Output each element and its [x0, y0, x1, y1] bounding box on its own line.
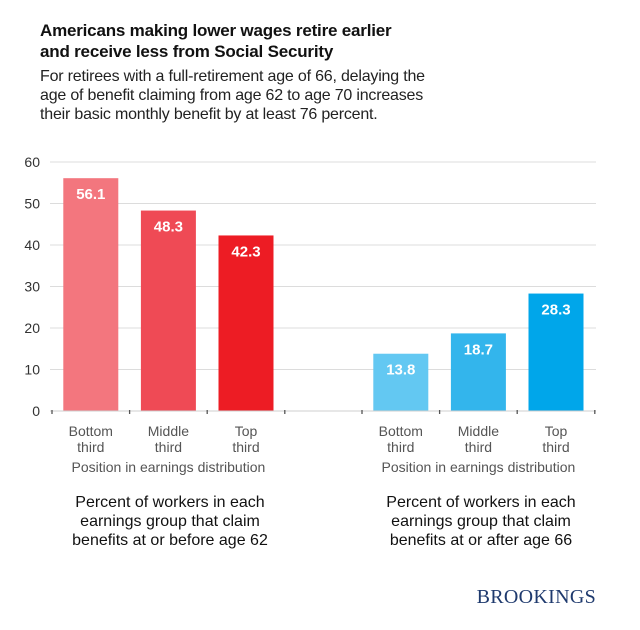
- bar-value-label: 56.1: [76, 186, 105, 203]
- caption-right-line-1: Percent of workers in each: [386, 494, 576, 511]
- chart-title: Americans making lower wages retire earl…: [40, 20, 600, 62]
- caption-right: Percent of workers in each earnings grou…: [361, 493, 601, 550]
- bar: [373, 353, 429, 411]
- bar: [528, 293, 584, 411]
- y-tick-label: 30: [24, 279, 40, 295]
- y-tick-label: 0: [32, 403, 40, 419]
- x-category-label: Top: [545, 423, 568, 439]
- caption-left-line-3: benefits at or before age 62: [72, 532, 268, 549]
- y-tick-label: 60: [24, 154, 40, 170]
- subtitle-line-3: their basic monthly benefit by at least …: [40, 106, 378, 123]
- subtitle-line-1: For retirees with a full-retirement age …: [40, 68, 425, 85]
- title-line-1: Americans making lower wages retire earl…: [40, 21, 392, 40]
- subtitle-line-2: age of benefit claiming from age 62 to a…: [40, 87, 424, 104]
- bar: [140, 210, 196, 411]
- bar-value-label: 48.3: [154, 219, 183, 236]
- chart-subtitle: For retirees with a full-retirement age …: [40, 67, 600, 124]
- x-category-label: third: [232, 439, 259, 455]
- x-category-label: third: [387, 439, 414, 455]
- x-axis: [50, 410, 596, 414]
- x-category-label: third: [77, 439, 104, 455]
- x-category-label: Bottom: [379, 423, 423, 439]
- gridlines: [50, 161, 596, 370]
- bar-value-label: 28.3: [541, 302, 570, 319]
- bar: [218, 235, 274, 411]
- x-category-label: third: [465, 439, 492, 455]
- x-category-label: Middle: [458, 423, 499, 439]
- y-tick-label: 10: [24, 362, 40, 378]
- bars: 56.1 48.3 42.3 13.8 18.7 28.3: [63, 178, 584, 411]
- caption-right-line-2: earnings group that claim: [391, 513, 571, 530]
- bar: [63, 178, 119, 411]
- x-axis-title: Position in earnings distribution: [72, 459, 266, 475]
- y-tick-label: 40: [24, 237, 40, 253]
- x-category-label: third: [155, 439, 182, 455]
- caption-right-line-3: benefits at or after age 66: [389, 532, 573, 549]
- caption-left-line-2: earnings group that claim: [80, 513, 260, 530]
- x-axis-title: Position in earnings distribution: [382, 459, 576, 475]
- bar-value-label: 42.3: [231, 243, 260, 260]
- brookings-logo: BROOKINGS: [476, 586, 596, 608]
- caption-left-line-1: Percent of workers in each: [75, 494, 265, 511]
- bar-value-label: 18.7: [464, 341, 493, 358]
- bar-value-label: 13.8: [386, 362, 415, 379]
- x-category-label: Bottom: [69, 423, 113, 439]
- y-tick-label: 20: [24, 320, 40, 336]
- y-tick-label: 50: [24, 196, 40, 212]
- caption-left: Percent of workers in each earnings grou…: [50, 493, 290, 550]
- x-category-label: Middle: [148, 423, 189, 439]
- bar: [450, 333, 506, 411]
- x-category-label: Top: [235, 423, 258, 439]
- title-line-2: and receive less from Social Security: [40, 42, 334, 61]
- y-axis: 0 10 20 30 40 50 60: [24, 154, 40, 419]
- x-category-label: third: [542, 439, 569, 455]
